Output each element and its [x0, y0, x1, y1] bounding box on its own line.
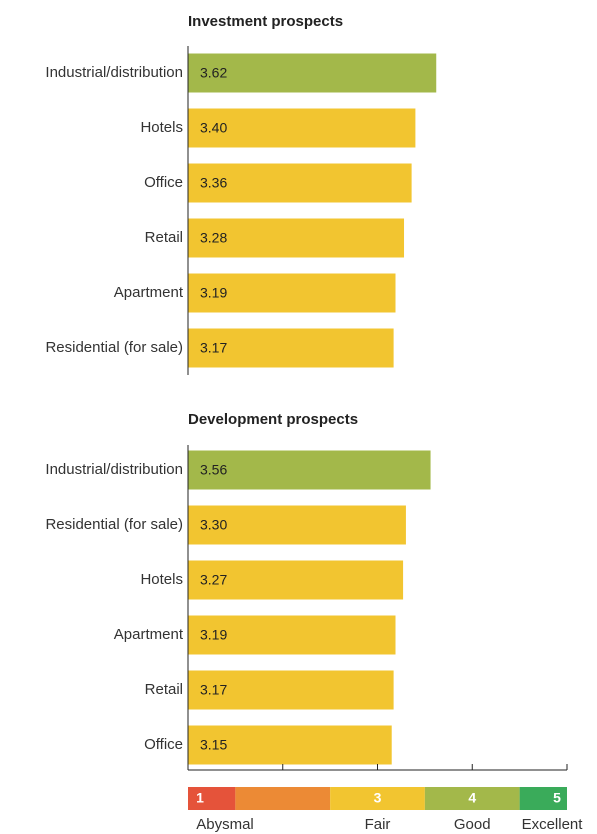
category-label: Hotels: [140, 571, 183, 588]
scale-name: Fair: [365, 816, 391, 833]
category-label: Retail: [145, 681, 183, 698]
bar: [188, 273, 396, 313]
scale-segment: [330, 787, 425, 810]
value-label: 3.30: [200, 517, 227, 533]
scale-segment: [188, 787, 236, 810]
bar: [188, 163, 412, 203]
category-label: Apartment: [114, 626, 184, 643]
value-label: 3.15: [200, 737, 227, 753]
value-label: 3.17: [200, 682, 227, 698]
category-label: Office: [144, 174, 183, 191]
bar: [188, 670, 394, 710]
scale-label: 1: [196, 790, 204, 806]
bar: [188, 328, 394, 368]
category-label: Hotels: [140, 119, 183, 136]
chart-title: Investment prospects: [188, 13, 343, 30]
bar: [188, 725, 392, 765]
category-label: Industrial/distribution: [45, 64, 183, 81]
value-label: 3.17: [200, 340, 227, 356]
bar: [188, 615, 396, 655]
bar: [188, 505, 406, 545]
value-label: 3.40: [200, 120, 227, 136]
value-label: 3.27: [200, 572, 227, 588]
scale-name: Good: [454, 816, 491, 833]
bar: [188, 108, 416, 148]
value-label: 3.36: [200, 175, 227, 191]
bar: [188, 218, 405, 258]
value-label: 3.19: [200, 285, 227, 301]
category-label: Residential (for sale): [45, 516, 183, 533]
scale-segment: [424, 787, 520, 810]
scale-label: 5: [553, 790, 561, 806]
scale-segment: [519, 787, 567, 810]
category-label: Residential (for sale): [45, 339, 183, 356]
category-label: Office: [144, 736, 183, 753]
value-label: 3.19: [200, 627, 227, 643]
category-label: Apartment: [114, 284, 184, 301]
value-label: 3.62: [200, 65, 227, 81]
bar: [188, 53, 437, 93]
category-label: Retail: [145, 229, 183, 246]
bar: [188, 450, 431, 490]
category-label: Industrial/distribution: [45, 461, 183, 478]
chart-title: Development prospects: [188, 411, 358, 428]
scale-segment: [235, 787, 331, 810]
scale-name: Excellent: [522, 816, 584, 833]
bar: [188, 560, 404, 600]
value-label: 3.56: [200, 462, 227, 478]
value-label: 3.28: [200, 230, 227, 246]
scale-name: Abysmal: [196, 816, 254, 833]
scale-label: 3: [374, 790, 382, 806]
scale-label: 4: [468, 790, 476, 806]
